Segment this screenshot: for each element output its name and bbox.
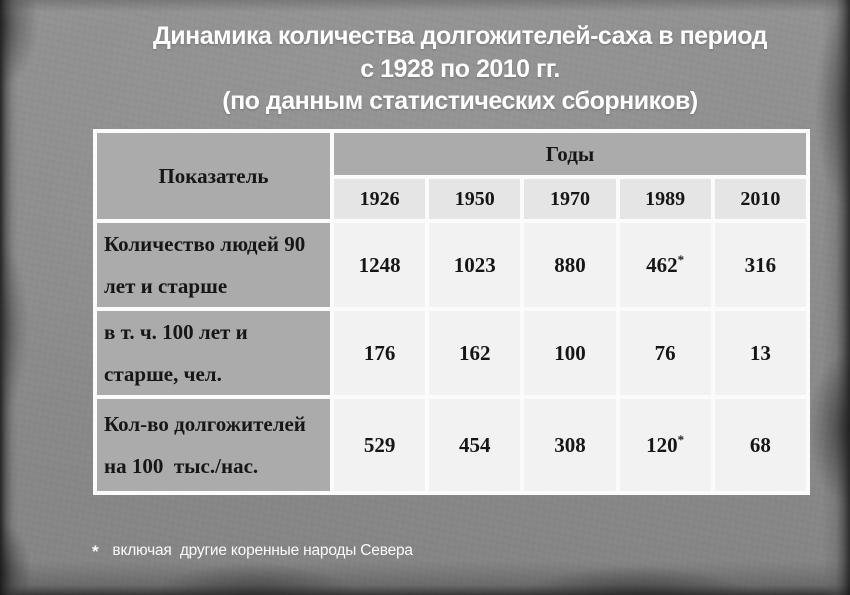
value-cell: 308 bbox=[524, 399, 616, 491]
footnote-asterisk: * bbox=[677, 251, 685, 267]
year-header-cell: 1989 bbox=[619, 179, 711, 219]
header-row-top: Показатель Годы bbox=[97, 133, 806, 219]
value-cell: 316 bbox=[714, 223, 806, 307]
footnote: * включая другие коренные народы Севера bbox=[92, 540, 413, 561]
table-row: в т. ч. 100 лет и старше, чел. 176 162 100 7… bbox=[97, 311, 806, 395]
table-row: Кол-во долгожителей на 100 тыс./нас. 529 4… bbox=[97, 399, 806, 491]
year-header-cell: 2010 bbox=[714, 179, 806, 219]
value-cell: 100 bbox=[524, 311, 616, 395]
value-cell: 68 bbox=[714, 399, 806, 491]
year-header-cell: 1926 bbox=[334, 179, 426, 219]
row-label: Кол-во долгожителей на 100 тыс./нас. bbox=[97, 399, 330, 491]
value-cell: 880 bbox=[524, 223, 616, 307]
value-cell: 176 bbox=[334, 311, 426, 395]
asterisk-icon: * bbox=[92, 542, 99, 561]
row-label: Количество людей 90 лет и старше bbox=[97, 223, 330, 307]
slide-title: Динамика количества долгожителей-саха в … bbox=[84, 20, 836, 118]
value-cell: 454 bbox=[429, 399, 521, 491]
row-label: в т. ч. 100 лет и старше, чел. bbox=[97, 311, 330, 395]
value-cell: 13 bbox=[714, 311, 806, 395]
slide-title-line-2: с 1928 по 2010 гг. bbox=[360, 54, 560, 83]
value-cell: 1023 bbox=[429, 223, 521, 307]
year-header-cell: 1950 bbox=[429, 179, 521, 219]
value-cell: 529 bbox=[334, 399, 426, 491]
value-cell: 120* bbox=[619, 399, 711, 491]
value-cell: 162 bbox=[429, 311, 521, 395]
year-header-cell: 1970 bbox=[524, 179, 616, 219]
years-header-row: 1926 1950 1970 1989 2010 bbox=[97, 179, 806, 219]
table-row: Количество людей 90 лет и старше 1248 1023… bbox=[97, 223, 806, 307]
slide-title-line-3: (по данным статистических сборников) bbox=[222, 87, 698, 115]
data-table: Показатель Годы 1926 1950 1970 1989 2010 Кол… bbox=[93, 129, 810, 495]
years-group-header-cell: Годы bbox=[334, 133, 806, 175]
value-cell: 462* bbox=[619, 223, 711, 307]
footnote-asterisk: * bbox=[677, 431, 685, 447]
indicator-header-cell: Показатель bbox=[97, 133, 330, 219]
value-cell: 1248 bbox=[334, 223, 426, 307]
slide-title-line-1: Динамика количества долгожителей-саха в … bbox=[152, 22, 768, 50]
footnote-text: включая другие коренные народы Севера bbox=[112, 542, 413, 559]
value-cell: 76 bbox=[619, 311, 711, 395]
